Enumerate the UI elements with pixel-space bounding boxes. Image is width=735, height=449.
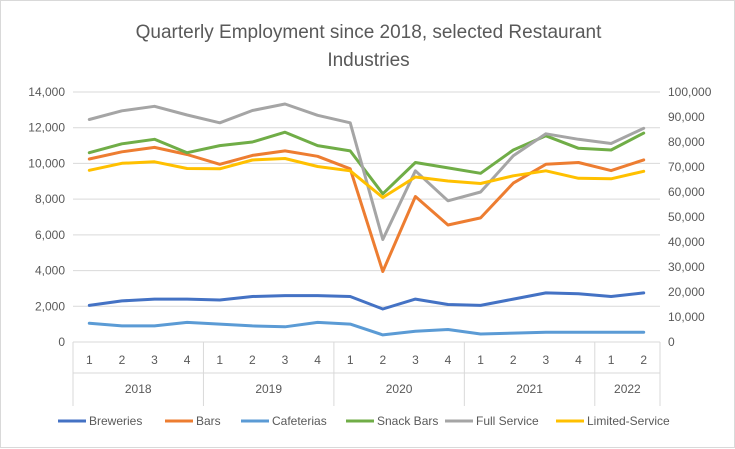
series-line-cafeterias	[87, 320, 646, 337]
legend-label-limited-service: Limited-Service	[587, 414, 670, 428]
y-left-tick-label: 8,000	[35, 192, 65, 206]
y-right-tick-label: 70,000	[668, 160, 705, 174]
y-right-tick-label: 0	[668, 335, 675, 349]
x-tick-label: 1	[608, 353, 615, 367]
series-line-breweries	[87, 291, 646, 311]
y-right-tick-label: 30,000	[668, 260, 705, 274]
y-right-tick-label: 50,000	[668, 210, 705, 224]
x-year-label: 2021	[516, 382, 543, 396]
x-tick-label: 2	[249, 353, 256, 367]
y-left-tick-label: 12,000	[28, 121, 65, 135]
x-tick-label: 2	[379, 353, 386, 367]
x-tick-label: 1	[477, 353, 484, 367]
y-left-tick-label: 14,000	[28, 85, 65, 99]
x-tick-label: 3	[151, 353, 158, 367]
y-right-tick-label: 20,000	[668, 285, 705, 299]
chart-title: Quarterly Employment since 2018, selecte…	[135, 22, 602, 71]
x-tick-label: 3	[543, 353, 550, 367]
x-year-label: 2020	[386, 382, 413, 396]
x-year-label: 2019	[255, 382, 282, 396]
legend-label-full-service: Full Service	[476, 414, 539, 428]
y-right-tick-label: 90,000	[668, 110, 705, 124]
y-left-tick-label: 0	[58, 335, 65, 349]
x-tick-label: 1	[216, 353, 223, 367]
series-line-limited-service	[87, 157, 646, 199]
y-right-tick-label: 40,000	[668, 235, 705, 249]
y-right-tick-label: 60,000	[668, 185, 705, 199]
x-tick-label: 1	[86, 353, 93, 367]
series-line-snack-bars	[87, 130, 646, 196]
y-right-tick-label: 80,000	[668, 135, 705, 149]
x-year-label: 2022	[614, 382, 641, 396]
y-right-tick-label: 100,000	[668, 85, 712, 99]
legend-label-bars: Bars	[196, 414, 221, 428]
x-tick-label: 2	[510, 353, 517, 367]
y-right-tick-label: 10,000	[668, 310, 705, 324]
x-tick-label: 2	[119, 353, 126, 367]
x-tick-label: 4	[184, 353, 191, 367]
y-left-tick-label: 6,000	[35, 228, 65, 242]
series-line-full-service	[87, 102, 646, 241]
x-tick-label: 4	[314, 353, 321, 367]
y-left-tick-label: 10,000	[28, 156, 65, 170]
y-left-tick-label: 2,000	[35, 299, 65, 313]
x-tick-label: 4	[445, 353, 452, 367]
x-tick-label: 3	[282, 353, 289, 367]
legend-label-breweries: Breweries	[89, 414, 142, 428]
x-tick-label: 1	[347, 353, 354, 367]
legend-label-cafeterias: Cafeterias	[272, 414, 327, 428]
x-tick-label: 3	[412, 353, 419, 367]
legend-label-snack-bars: Snack Bars	[377, 414, 438, 428]
x-year-label: 2018	[125, 382, 152, 396]
y-left-tick-label: 4,000	[35, 264, 65, 278]
x-tick-label: 4	[575, 353, 582, 367]
x-tick-label: 2	[640, 353, 647, 367]
series-line-bars	[87, 145, 646, 273]
